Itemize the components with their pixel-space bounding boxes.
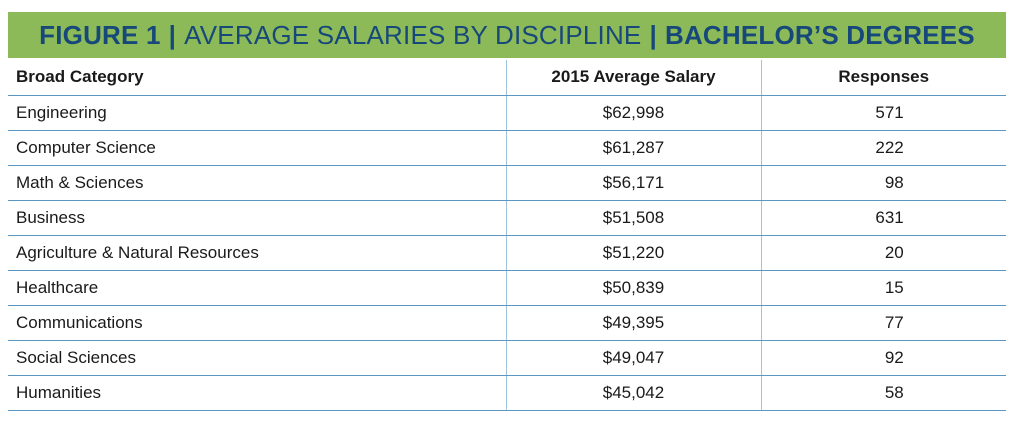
table-row: Social Sciences $49,047 92	[8, 340, 1006, 376]
responses-value: 20	[884, 242, 904, 262]
salary-cell: $51,220	[505, 235, 761, 271]
responses-value: 98	[884, 172, 904, 192]
category-cell: Social Sciences	[8, 340, 506, 376]
figure-subtitle: BACHELOR’S DEGREES	[664, 19, 975, 50]
title-separator: |	[168, 19, 177, 50]
responses-cell: 222	[760, 130, 1006, 166]
table-header-row: Broad Category 2015 Average Salary Respo…	[8, 60, 1006, 96]
responses-cell: 77	[760, 305, 1006, 341]
responses-value: 222	[875, 137, 904, 157]
responses-value: 15	[884, 277, 904, 297]
category-cell: Business	[8, 200, 506, 236]
salary-table: Broad Category 2015 Average Salary Respo…	[8, 60, 1006, 411]
responses-value: 77	[884, 312, 904, 332]
header-responses: Responses	[760, 60, 1006, 96]
salary-cell: $61,287	[505, 130, 761, 166]
table-row: Computer Science $61,287 222	[8, 130, 1006, 166]
responses-cell: 631	[760, 200, 1006, 236]
figure-label: FIGURE 1	[39, 19, 161, 50]
salary-cell: $49,047	[505, 340, 761, 376]
table-row: Humanities $45,042 58	[8, 375, 1006, 411]
table-row: Communications $49,395 77	[8, 305, 1006, 341]
responses-value: 58	[884, 382, 904, 402]
responses-value: 92	[884, 347, 904, 367]
responses-cell: 15	[760, 270, 1006, 306]
responses-cell: 98	[760, 165, 1006, 201]
table-row: Engineering $62,998 571	[8, 95, 1006, 131]
subtitle-separator: |	[649, 19, 657, 50]
category-cell: Communications	[8, 305, 506, 341]
category-cell: Engineering	[8, 95, 506, 131]
responses-cell: 20	[760, 235, 1006, 271]
salary-cell: $62,998	[505, 95, 761, 131]
figure-title: AVERAGE SALARIES BY DISCIPLINE	[184, 19, 642, 50]
table-row: Agriculture & Natural Resources $51,220 …	[8, 235, 1006, 271]
salary-cell: $51,508	[505, 200, 761, 236]
category-cell: Computer Science	[8, 130, 506, 166]
header-broad-category: Broad Category	[8, 60, 506, 96]
category-cell: Humanities	[8, 375, 506, 411]
responses-cell: 92	[760, 340, 1006, 376]
table-row: Healthcare $50,839 15	[8, 270, 1006, 306]
table-row: Business $51,508 631	[8, 200, 1006, 236]
category-cell: Math & Sciences	[8, 165, 506, 201]
salary-cell: $50,839	[505, 270, 761, 306]
header-average-salary: 2015 Average Salary	[505, 60, 761, 96]
responses-value: 631	[875, 207, 904, 227]
salary-cell: $45,042	[505, 375, 761, 411]
table-row: Math & Sciences $56,171 98	[8, 165, 1006, 201]
responses-value: 571	[875, 102, 904, 122]
category-cell: Healthcare	[8, 270, 506, 306]
category-cell: Agriculture & Natural Resources	[8, 235, 506, 271]
responses-cell: 571	[760, 95, 1006, 131]
responses-cell: 58	[760, 375, 1006, 411]
salary-cell: $56,171	[505, 165, 761, 201]
salary-cell: $49,395	[505, 305, 761, 341]
figure-banner: FIGURE 1 | AVERAGE SALARIES BY DISCIPLIN…	[8, 12, 1006, 58]
